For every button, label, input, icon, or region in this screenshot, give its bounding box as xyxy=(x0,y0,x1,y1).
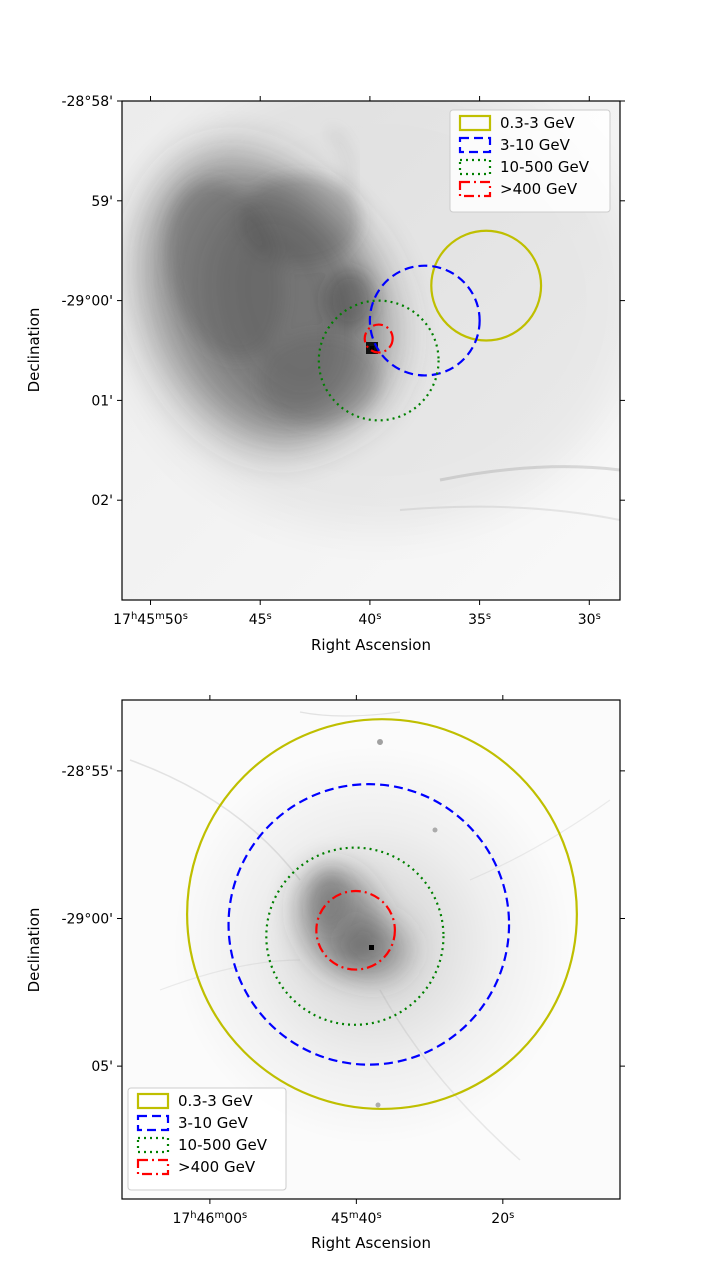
y-tick-label: -29°00' xyxy=(61,911,113,927)
y-axis-label-bottom: Declination xyxy=(25,908,43,993)
region-circle xyxy=(368,264,481,377)
legend-swatch xyxy=(136,1092,170,1110)
axes-frame-bottom xyxy=(121,699,621,1200)
legend-label: 3-10 GeV xyxy=(500,136,571,154)
legend-top: 0.3-3 GeV 3-10 GeV 10-500 GeV >400 GeV xyxy=(449,109,611,213)
legend-swatch xyxy=(458,136,492,154)
legend-label: 3-10 GeV xyxy=(178,1114,249,1132)
legend-label: 10-500 GeV xyxy=(178,1136,268,1154)
y-tick-labels-bottom: -28°55' -29°00' 05' xyxy=(61,764,113,1075)
region-circle xyxy=(317,299,440,422)
legend-swatch xyxy=(136,1136,170,1154)
x-axis-label-bottom: Right Ascension xyxy=(311,1234,431,1252)
x-tick-label: 20s xyxy=(491,1210,514,1228)
sky-image-bottom xyxy=(122,700,620,1199)
region-circle xyxy=(186,718,578,1111)
legend-label: 0.3-3 GeV xyxy=(500,114,575,132)
region-circle xyxy=(363,323,394,354)
panel-bottom: -28°55' -29°00' 05' 17h46m00s 45m40s 20s Rig… xyxy=(25,695,625,1252)
legend-swatch xyxy=(136,1114,170,1132)
region-circle xyxy=(227,783,511,1066)
y-tick-label: 05' xyxy=(91,1059,113,1075)
x-tick-label: 45s xyxy=(249,611,272,629)
legend-swatch xyxy=(458,180,492,198)
legend-label: 0.3-3 GeV xyxy=(178,1092,253,1110)
panel-top: -28°58' 59' -29°00' 01' 02' 17h45m50s 45s 40s 3… xyxy=(25,94,625,654)
regions-top xyxy=(317,229,543,422)
y-tick-label: 59' xyxy=(91,194,113,210)
legend-label: >400 GeV xyxy=(500,180,578,198)
legend-label: >400 GeV xyxy=(178,1158,256,1176)
y-tick-label: -29°00' xyxy=(61,294,113,310)
x-tick-label: 17h45m50s xyxy=(113,611,188,629)
legend-swatch xyxy=(458,114,492,132)
y-tick-label: 01' xyxy=(91,393,113,409)
y-tick-labels-top: -28°58' 59' -29°00' 01' 02' xyxy=(61,94,113,509)
y-tick-label: 02' xyxy=(91,493,113,509)
legend-swatch xyxy=(136,1158,170,1176)
x-tick-label: 45m40s xyxy=(331,1210,382,1228)
region-circle xyxy=(265,846,445,1026)
x-axis-label-top: Right Ascension xyxy=(311,636,431,654)
axes-frame-top xyxy=(121,100,621,601)
x-tick-label: 35s xyxy=(468,611,491,629)
x-tick-labels-top: 17h45m50s 45s 40s 35s 30s xyxy=(113,611,601,629)
x-tick-label: 30s xyxy=(578,611,601,629)
region-circle xyxy=(430,229,543,342)
tick-marks-bottom xyxy=(117,695,625,1204)
regions-bottom xyxy=(186,718,578,1111)
tick-marks-top xyxy=(117,96,625,605)
x-tick-label: 40s xyxy=(358,611,381,629)
y-axis-label-top: Declination xyxy=(25,308,43,393)
legend-bottom: 0.3-3 GeV 3-10 GeV 10-500 GeV >400 GeV xyxy=(127,1087,287,1191)
x-tick-labels-bottom: 17h46m00s 45m40s 20s xyxy=(172,1210,514,1228)
legend-label: 10-500 GeV xyxy=(500,158,590,176)
legend-swatch xyxy=(458,158,492,176)
y-tick-label: -28°58' xyxy=(61,94,113,110)
x-tick-label: 17h46m00s xyxy=(172,1210,247,1228)
y-tick-label: -28°55' xyxy=(61,764,113,780)
region-circle xyxy=(315,889,396,971)
